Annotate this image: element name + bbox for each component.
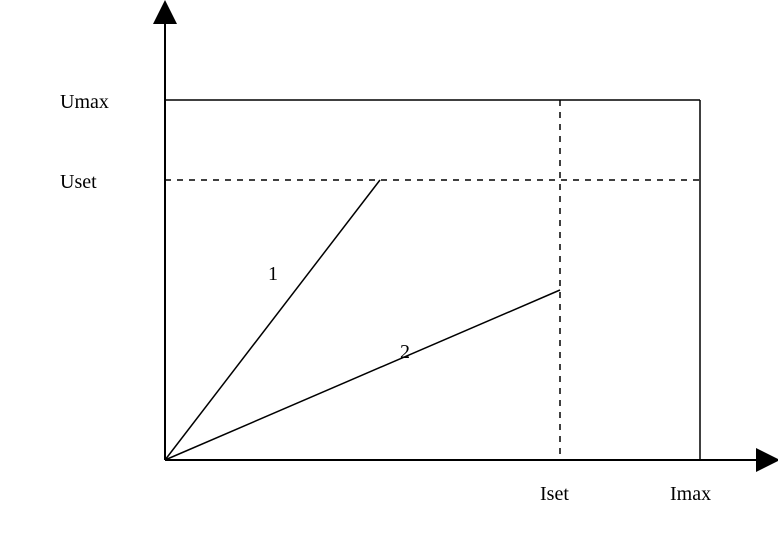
curve-1 — [165, 180, 380, 460]
imax-label: Imax — [670, 483, 711, 505]
iset-label: Iset — [540, 483, 569, 505]
umax-label: Umax — [60, 91, 109, 113]
curve-1-label: 1 — [268, 263, 278, 285]
curve-2-label: 2 — [400, 341, 410, 363]
curve-2 — [165, 290, 560, 460]
uset-label: Uset — [60, 171, 97, 193]
voltage-current-diagram: Umax Uset Iset Imax 1 2 — [0, 0, 778, 545]
